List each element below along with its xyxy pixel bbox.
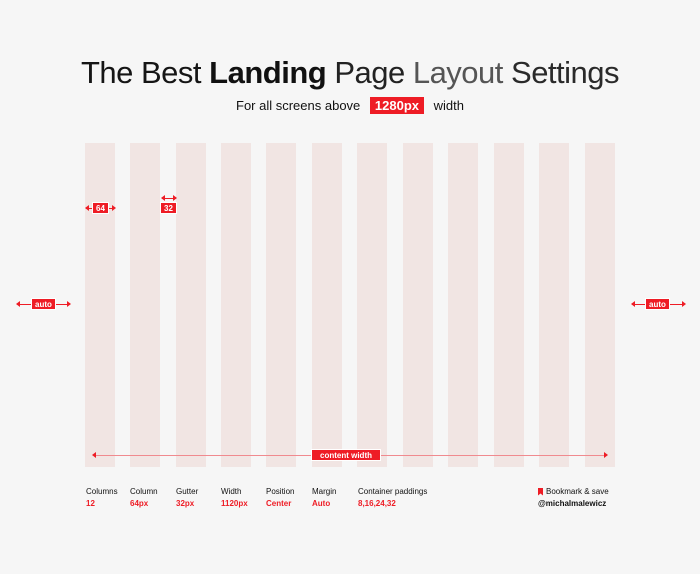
grid-column [312,143,342,467]
bookmark-icon [538,487,543,496]
title-part: The Best [80,55,210,90]
stat-label: Column [130,487,158,496]
title-emphasis: Landing [209,55,327,90]
stat-label: Width [221,487,242,496]
grid-column [539,143,569,467]
title-part: Page [326,55,413,90]
arrow-right-icon [604,452,608,458]
column-width-tag: 64 [92,202,109,214]
measure-line [162,198,176,199]
stat-margin: Margin Auto [312,487,336,508]
grid-column [85,143,115,467]
stat-value: Auto [312,499,331,508]
grid-column [176,143,206,467]
content-width-tag: content width [311,449,381,461]
arrow-left-icon [85,205,89,211]
arrow-left-icon [92,452,96,458]
arrow-left-icon [16,301,20,307]
grid-column [130,143,160,467]
stat-label: Margin [312,487,337,496]
stat-columns: Columns 12 [86,487,118,508]
stat-position: Position Center [266,487,294,508]
arrow-right-icon [67,301,71,307]
stat-value: 32px [176,499,195,508]
grid-column [357,143,387,467]
arrow-right-icon [173,195,177,201]
grid-column [221,143,251,467]
arrow-left-icon [631,301,635,307]
margin-right-tag: auto [645,298,670,310]
stat-container-paddings: Container paddings 8,16,24,32 [358,487,427,508]
gutter-tag: 32 [160,202,177,214]
grid-column [448,143,478,467]
breakpoint-badge: 1280px [369,97,424,114]
stat-width: Width 1120px [221,487,248,508]
credit: Bookmark & save @michalmalewicz [538,487,609,508]
author-handle: @michalmalewicz [538,499,607,508]
stat-value: 12 [86,499,95,508]
page-title: The Best Landing Page Layout Settings [0,55,700,91]
title-part-muted: Layout [412,55,504,90]
arrow-right-icon [112,205,116,211]
grid-column [494,143,524,467]
grid-column [403,143,433,467]
stat-value: 64px [130,499,149,508]
subtitle-prefix: For all screens above [236,98,361,113]
subtitle: For all screens above 1280px width [0,97,700,114]
arrow-right-icon [682,301,686,307]
stat-value: 8,16,24,32 [358,499,396,508]
title-part: Settings [502,55,620,90]
stat-label: Position [266,487,295,496]
grid-column [585,143,615,467]
stat-label: Columns [86,487,118,496]
bookmark-cta: Bookmark & save [538,487,609,496]
stat-value: 1120px [221,499,248,508]
stat-column: Column 64px [130,487,158,508]
margin-left-tag: auto [31,298,56,310]
stat-value: Center [266,499,292,508]
arrow-left-icon [161,195,165,201]
stat-label: Gutter [176,487,199,496]
stat-label: Container paddings [358,487,428,496]
grid-column [266,143,296,467]
stat-gutter: Gutter 32px [176,487,198,508]
subtitle-suffix: width [433,98,464,113]
bookmark-label: Bookmark & save [546,487,609,496]
